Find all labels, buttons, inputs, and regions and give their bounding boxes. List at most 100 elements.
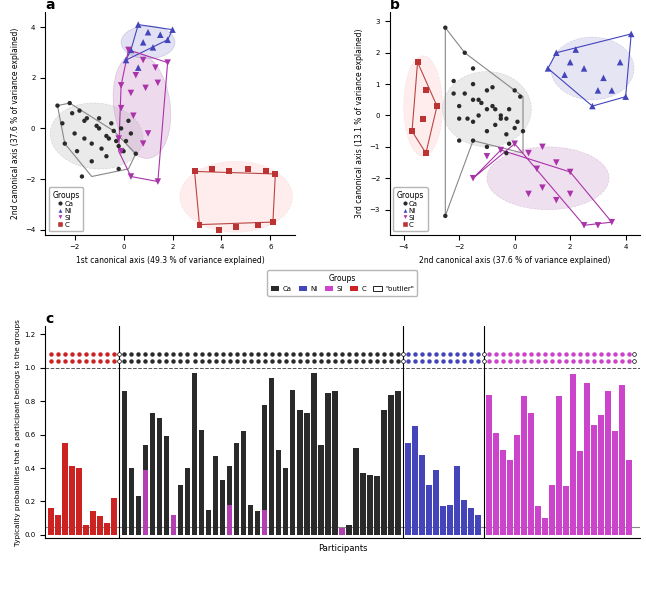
- Point: [94, 124, 104, 133]
- Point: [96, 144, 107, 154]
- Point: [421, 86, 431, 95]
- Point: [482, 105, 492, 114]
- Text: b: b: [390, 0, 400, 12]
- Ellipse shape: [113, 53, 171, 158]
- Point: [440, 23, 450, 32]
- Point: [207, 164, 217, 173]
- Point: [101, 151, 112, 161]
- Bar: [612, 431, 618, 535]
- Bar: [136, 496, 141, 535]
- Bar: [48, 508, 54, 535]
- Point: [559, 70, 570, 80]
- Point: [518, 126, 528, 136]
- Point: [626, 29, 636, 39]
- Legend: Ca, Nl, Sl, C, "outlier": Ca, Nl, Sl, C, "outlier": [267, 270, 417, 295]
- Bar: [339, 528, 344, 535]
- Point: [101, 131, 112, 141]
- Bar: [406, 443, 411, 535]
- Point: [468, 80, 478, 89]
- Point: [116, 103, 126, 113]
- Bar: [395, 391, 401, 535]
- Point: [116, 147, 126, 156]
- Point: [253, 220, 264, 230]
- Point: [143, 129, 153, 138]
- Point: [138, 139, 149, 148]
- Point: [189, 167, 200, 176]
- Point: [140, 83, 151, 93]
- Point: [111, 136, 121, 146]
- Point: [412, 57, 422, 67]
- Bar: [360, 473, 366, 535]
- Bar: [62, 443, 68, 535]
- Point: [551, 158, 561, 167]
- Point: [448, 76, 459, 86]
- Point: [570, 45, 581, 54]
- Point: [59, 139, 70, 148]
- Bar: [311, 373, 317, 535]
- Bar: [521, 396, 526, 535]
- Point: [143, 28, 153, 37]
- Point: [152, 78, 163, 88]
- Bar: [304, 413, 309, 535]
- Point: [474, 111, 484, 120]
- Point: [510, 86, 520, 95]
- Point: [565, 167, 576, 177]
- Point: [593, 221, 603, 230]
- Point: [504, 105, 514, 114]
- Point: [133, 63, 143, 72]
- Point: [468, 117, 478, 127]
- Point: [116, 124, 126, 133]
- Y-axis label: 3rd canonical axis (13.1 % of variance explained): 3rd canonical axis (13.1 % of variance e…: [355, 29, 364, 218]
- Point: [126, 45, 136, 54]
- Ellipse shape: [121, 26, 175, 59]
- Bar: [353, 448, 359, 535]
- Bar: [143, 445, 149, 535]
- Point: [501, 130, 512, 139]
- Point: [138, 55, 149, 65]
- Bar: [325, 393, 331, 535]
- Ellipse shape: [487, 147, 609, 210]
- Bar: [178, 485, 183, 535]
- Point: [151, 63, 161, 72]
- Point: [224, 167, 234, 176]
- Point: [260, 167, 271, 176]
- Bar: [388, 395, 393, 535]
- Bar: [367, 475, 373, 535]
- Legend: Ca, Nl, Sl, C: Ca, Nl, Sl, C: [393, 187, 428, 231]
- Bar: [290, 389, 295, 535]
- Point: [231, 222, 242, 232]
- Point: [130, 149, 141, 158]
- Point: [523, 189, 534, 199]
- Bar: [198, 429, 204, 535]
- Bar: [192, 373, 198, 535]
- Bar: [598, 414, 604, 535]
- Point: [109, 126, 119, 136]
- Y-axis label: Typicality probabilities that a participant belongs to the groups: Typicality probabilities that a particip…: [16, 319, 21, 545]
- Point: [621, 92, 631, 102]
- Bar: [461, 500, 467, 535]
- Bar: [454, 466, 460, 535]
- Point: [104, 134, 114, 144]
- Bar: [69, 466, 75, 535]
- Point: [476, 98, 486, 108]
- Point: [501, 114, 512, 123]
- Point: [214, 225, 224, 234]
- Point: [607, 86, 617, 95]
- Point: [510, 139, 520, 148]
- Point: [79, 134, 90, 144]
- Point: [155, 30, 165, 39]
- Bar: [332, 391, 338, 535]
- Point: [81, 114, 92, 123]
- Point: [468, 95, 478, 105]
- Point: [57, 118, 68, 128]
- Bar: [143, 469, 149, 535]
- Bar: [542, 518, 548, 535]
- Bar: [129, 468, 134, 535]
- Text: a: a: [45, 0, 55, 12]
- Point: [77, 172, 87, 181]
- Point: [543, 63, 553, 73]
- Point: [448, 89, 459, 98]
- Point: [162, 58, 172, 68]
- Bar: [297, 410, 302, 535]
- Point: [565, 189, 576, 199]
